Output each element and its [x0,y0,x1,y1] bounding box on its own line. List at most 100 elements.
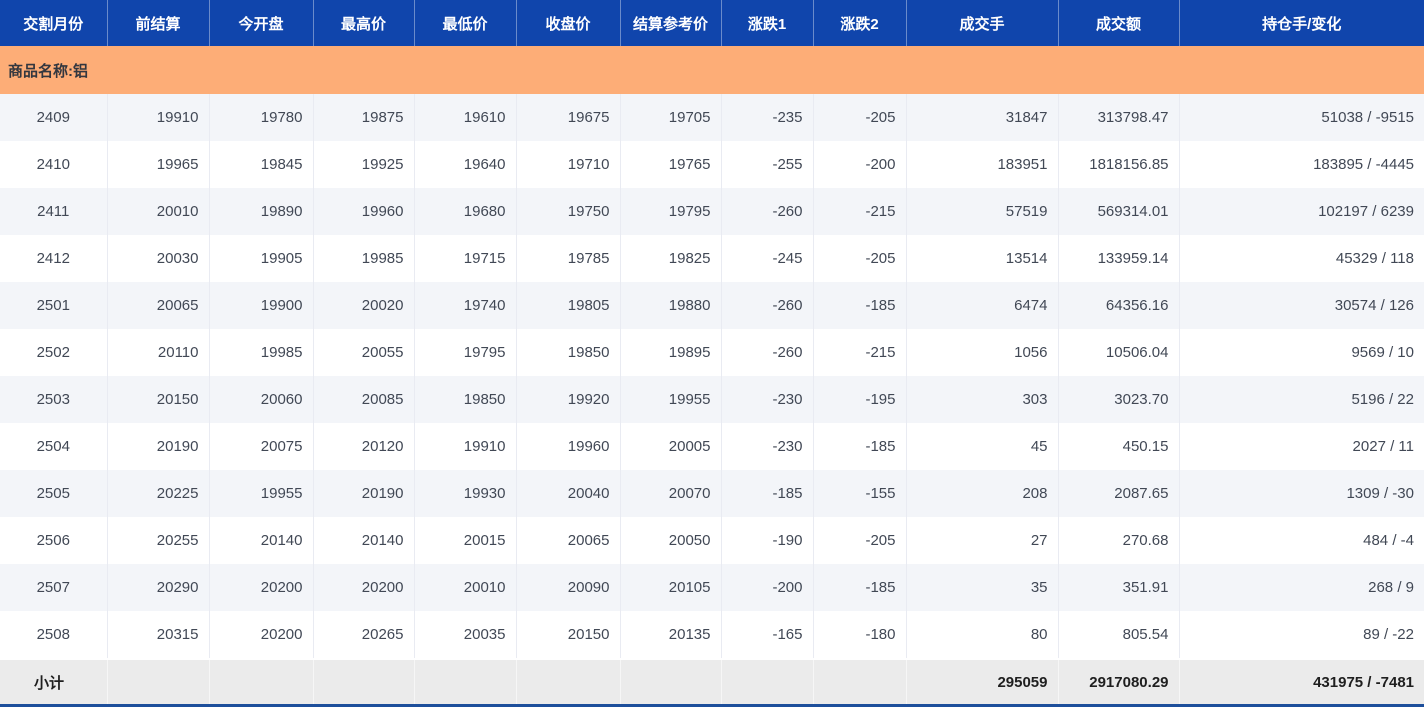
cell-turnover: 64356.16 [1058,282,1180,329]
cell-prev-settlement: 20065 [107,282,210,329]
cell-prev-settlement: 20030 [107,235,210,282]
cell-settlement-ref: 19880 [620,282,722,329]
cell-prev-settlement: 19910 [107,94,210,141]
cell-change2: -205 [813,94,907,141]
cell-change1: -245 [721,235,814,282]
cell-volume: 183951 [906,141,1059,188]
cell-change1: -260 [721,188,814,235]
summary-volume: 295059 [906,658,1059,704]
cell-turnover: 805.54 [1058,611,1180,659]
cell-delivery-month: 2506 [0,517,108,564]
cell-open-interest-change: 2027 / 11 [1352,438,1414,455]
cell-change2: -205 [813,235,907,282]
product-banner-section: 商品名称:铝 [0,46,1424,94]
cell-change1: -260 [721,282,814,329]
summary-row: 小计 295059 2917080.29 431975 / -7481 [0,658,1424,704]
cell-delivery-month: 2504 [0,423,108,470]
cell-open: 19905 [209,235,314,282]
cell-open: 20075 [209,423,314,470]
table-row: 2502 20110 19985 20055 19795 19850 19895 -260 -2… [0,329,1424,376]
col-header-open: 今开盘 [209,0,314,46]
cell-volume: 6474 [906,282,1059,329]
table-row: 2508 20315 20200 20265 20035 20150 20135 -165 -1… [0,611,1424,659]
cell-delivery-month: 2410 [0,141,108,188]
cell-turnover: 3023.70 [1058,376,1180,423]
cell-low: 19640 [414,141,517,188]
cell-low: 19850 [414,376,517,423]
cell-turnover: 1818156.85 [1058,141,1180,188]
summary-empty-cell [516,658,621,704]
cell-settlement-ref: 20005 [620,423,722,470]
cell-delivery-month: 2411 [0,188,108,235]
cell-delivery-month: 2508 [0,611,108,659]
table-body: 2409 19910 19780 19875 19610 19675 19705 -235 -2… [0,94,1424,659]
summary-turnover: 2917080.29 [1058,658,1180,704]
cell-open: 19780 [209,94,314,141]
cell-close: 20040 [516,470,621,517]
cell-change1: -235 [721,94,814,141]
cell-high: 19960 [313,188,415,235]
product-banner-label: 商品名称:铝 [0,46,1424,94]
cell-close: 19920 [516,376,621,423]
cell-volume: 45 [906,423,1059,470]
cell-change2: -155 [813,470,907,517]
summary-empty-cell [209,658,314,704]
cell-low: 19715 [414,235,517,282]
cell-settlement-ref: 19895 [620,329,722,376]
cell-settlement-ref: 20070 [620,470,722,517]
cell-open-interest-change: 183895 / -4445 [1313,156,1414,173]
cell-change1: -185 [721,470,814,517]
cell-delivery-month: 2507 [0,564,108,611]
cell-open-interest-change: 9569 / 10 [1351,344,1414,361]
cell-close: 19805 [516,282,621,329]
table-row: 2412 20030 19905 19985 19715 19785 19825 -245 -2… [0,235,1424,282]
cell-open: 19845 [209,141,314,188]
cell-open: 20060 [209,376,314,423]
cell-volume: 27 [906,517,1059,564]
cell-close: 20065 [516,517,621,564]
cell-change2: -185 [813,282,907,329]
cell-settlement-ref: 20135 [620,611,722,659]
cell-turnover: 450.15 [1058,423,1180,470]
summary-empty-cell [813,658,907,704]
cell-prev-settlement: 20010 [107,188,210,235]
cell-change2: -205 [813,517,907,564]
cell-change1: -230 [721,423,814,470]
cell-volume: 57519 [906,188,1059,235]
table-row: 2504 20190 20075 20120 19910 19960 20005 -230 -1… [0,423,1424,470]
cell-high: 20055 [313,329,415,376]
cell-open-interest-change: 484 / -4 [1363,532,1414,549]
cell-prev-settlement: 19965 [107,141,210,188]
cell-change1: -260 [721,329,814,376]
cell-settlement-ref: 19825 [620,235,722,282]
cell-prev-settlement: 20315 [107,611,210,659]
cell-high: 19875 [313,94,415,141]
col-header-high: 最高价 [313,0,415,46]
cell-prev-settlement: 20255 [107,517,210,564]
cell-high: 20085 [313,376,415,423]
cell-turnover: 313798.47 [1058,94,1180,141]
cell-turnover: 133959.14 [1058,235,1180,282]
cell-turnover: 270.68 [1058,517,1180,564]
summary-empty-cell [721,658,814,704]
cell-delivery-month: 2505 [0,470,108,517]
cell-settlement-ref: 19955 [620,376,722,423]
bottom-divider-bar [0,704,1424,707]
cell-close: 19750 [516,188,621,235]
cell-open-interest-change: 268 / 9 [1368,579,1414,596]
cell-volume: 80 [906,611,1059,659]
cell-open-interest-change: 45329 / 118 [1335,250,1414,267]
cell-low: 19740 [414,282,517,329]
cell-settlement-ref: 19765 [620,141,722,188]
cell-open: 19890 [209,188,314,235]
cell-open-interest-change: 51038 / -9515 [1321,109,1414,126]
cell-prev-settlement: 20110 [107,329,210,376]
cell-change2: -185 [813,423,907,470]
cell-close: 19785 [516,235,621,282]
cell-volume: 35 [906,564,1059,611]
cell-settlement-ref: 19795 [620,188,722,235]
cell-turnover: 351.91 [1058,564,1180,611]
cell-open-interest-change: 30574 / 126 [1334,297,1414,314]
cell-close: 20090 [516,564,621,611]
